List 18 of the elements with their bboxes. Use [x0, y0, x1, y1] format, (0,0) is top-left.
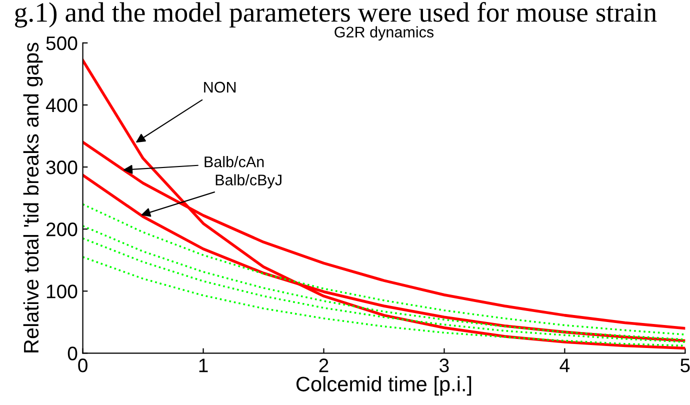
y-tick-label: 500	[46, 36, 78, 50]
y-tick-label: 400	[46, 98, 78, 112]
annotation: Balb/cByJ	[216, 174, 282, 188]
y-tick-label: 300	[46, 160, 78, 174]
annotation: NON	[204, 82, 236, 93]
x-tick-label: 0	[78, 358, 88, 372]
y-tick-label: 100	[46, 284, 78, 298]
x-tick-label: 5	[680, 358, 690, 372]
x-tick-label: 3	[440, 358, 449, 372]
y-tick-label: 200	[46, 222, 78, 236]
annotation: Balb/cAn	[204, 156, 264, 168]
x-tick-label: 2	[319, 358, 328, 372]
y-axis-title: Relative total 'tid breaks and gaps	[23, 42, 43, 352]
x-tick-label: 4	[560, 358, 570, 372]
y-tick-label: 0	[68, 346, 78, 360]
x-tick-label: 1	[199, 358, 208, 372]
x-axis-title: Colcemid time [p.i.]	[296, 376, 472, 396]
chart-title: G2R dynamics	[334, 26, 434, 41]
